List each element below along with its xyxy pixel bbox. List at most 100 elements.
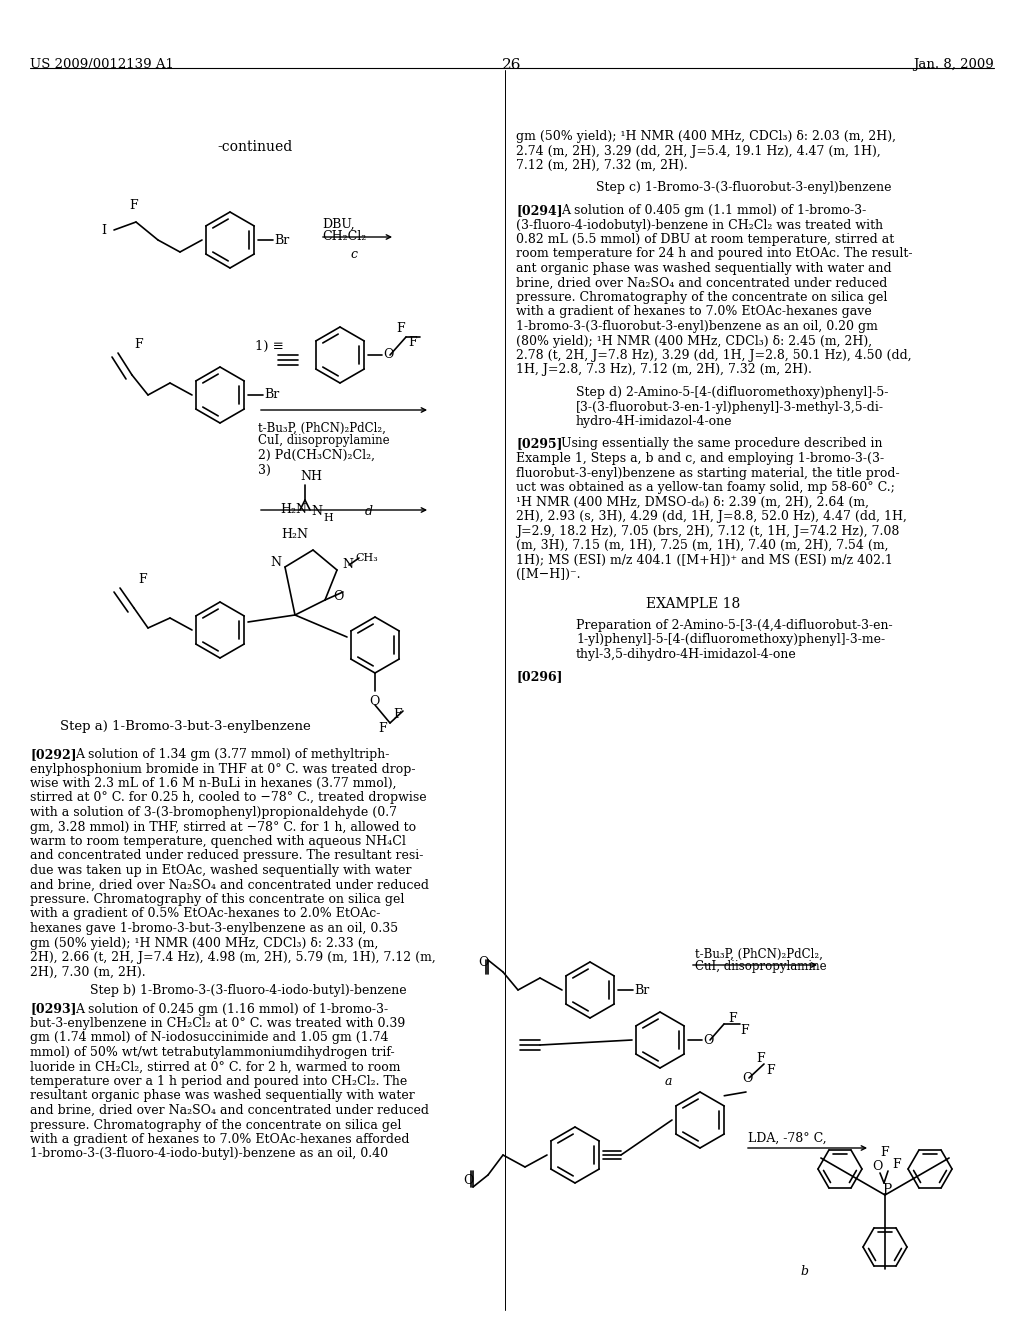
Text: F: F: [396, 322, 404, 335]
Text: with a solution of 3-(3-bromophenyl)propionaldehyde (0.7: with a solution of 3-(3-bromophenyl)prop…: [30, 807, 397, 818]
Text: A solution of 0.405 gm (1.1 mmol) of 1-bromo-3-: A solution of 0.405 gm (1.1 mmol) of 1-b…: [561, 205, 866, 216]
Text: O: O: [333, 590, 343, 603]
Text: but-3-enylbenzene in CH₂Cl₂ at 0° C. was treated with 0.39: but-3-enylbenzene in CH₂Cl₂ at 0° C. was…: [30, 1016, 406, 1030]
Text: NH: NH: [300, 470, 322, 483]
Text: pressure. Chromatography of the concentrate on silica gel: pressure. Chromatography of the concentr…: [30, 1118, 401, 1131]
Text: DBU,: DBU,: [322, 218, 354, 231]
Text: O: O: [463, 1175, 473, 1188]
Text: 1H); MS (ESI) m/z 404.1 ([M+H])⁺ and MS (ESI) m/z 402.1: 1H); MS (ESI) m/z 404.1 ([M+H])⁺ and MS …: [516, 553, 893, 566]
Text: F: F: [740, 1023, 749, 1036]
Text: Step a) 1-Bromo-3-but-3-enylbenzene: Step a) 1-Bromo-3-but-3-enylbenzene: [59, 719, 310, 733]
Text: Br: Br: [274, 234, 289, 247]
Text: room temperature for 24 h and poured into EtOAc. The result-: room temperature for 24 h and poured int…: [516, 248, 912, 260]
Text: Step c) 1-Bromo-3-(3-fluorobut-3-enyl)benzene: Step c) 1-Bromo-3-(3-fluorobut-3-enyl)be…: [596, 181, 892, 194]
Text: luoride in CH₂Cl₂, stirred at 0° C. for 2 h, warmed to room: luoride in CH₂Cl₂, stirred at 0° C. for …: [30, 1060, 400, 1073]
Text: O: O: [703, 1034, 714, 1047]
Text: a: a: [665, 1074, 673, 1088]
Text: F: F: [766, 1064, 774, 1077]
Text: [0293]: [0293]: [30, 1002, 77, 1015]
Text: O: O: [742, 1072, 753, 1085]
Text: O: O: [478, 956, 488, 969]
Text: 1-bromo-3-(3-fluoro-4-iodo-butyl)-benzene as an oil, 0.40: 1-bromo-3-(3-fluoro-4-iodo-butyl)-benzen…: [30, 1147, 388, 1160]
Text: t-Bu₃P, (PhCN)₂PdCl₂,: t-Bu₃P, (PhCN)₂PdCl₂,: [258, 422, 386, 436]
Text: enylphosphonium bromide in THF at 0° C. was treated drop-: enylphosphonium bromide in THF at 0° C. …: [30, 763, 416, 776]
Text: CH₃: CH₃: [355, 553, 378, 564]
Text: d: d: [365, 506, 373, 517]
Text: 26: 26: [502, 58, 522, 73]
Text: F: F: [138, 573, 146, 586]
Text: wise with 2.3 mL of 1.6 M n-BuLi in hexanes (3.77 mmol),: wise with 2.3 mL of 1.6 M n-BuLi in hexa…: [30, 777, 396, 789]
Text: F: F: [393, 709, 401, 722]
Text: b: b: [800, 1265, 808, 1278]
Text: F: F: [378, 722, 387, 734]
Text: ant organic phase was washed sequentially with water and: ant organic phase was washed sequentiall…: [516, 261, 892, 275]
Text: (m, 3H), 7.15 (m, 1H), 7.25 (m, 1H), 7.40 (m, 2H), 7.54 (m,: (m, 3H), 7.15 (m, 1H), 7.25 (m, 1H), 7.4…: [516, 539, 889, 552]
Text: Br: Br: [634, 983, 649, 997]
Text: [0294]: [0294]: [516, 205, 562, 216]
Text: gm, 3.28 mmol) in THF, stirred at −78° C. for 1 h, allowed to: gm, 3.28 mmol) in THF, stirred at −78° C…: [30, 821, 416, 833]
Text: c: c: [350, 248, 357, 261]
Text: CH₂Cl₂: CH₂Cl₂: [322, 230, 367, 243]
Text: gm (50% yield); ¹H NMR (400 MHz, CDCl₃) δ: 2.03 (m, 2H),: gm (50% yield); ¹H NMR (400 MHz, CDCl₃) …: [516, 129, 896, 143]
Text: 1) ≡: 1) ≡: [255, 341, 284, 352]
Text: F: F: [130, 199, 138, 213]
Text: 2.78 (t, 2H, J=7.8 Hz), 3.29 (dd, 1H, J=2.8, 50.1 Hz), 4.50 (dd,: 2.78 (t, 2H, J=7.8 Hz), 3.29 (dd, 1H, J=…: [516, 348, 911, 362]
Text: due was taken up in EtOAc, washed sequentially with water: due was taken up in EtOAc, washed sequen…: [30, 865, 412, 876]
Text: P: P: [882, 1183, 891, 1197]
Text: F: F: [756, 1052, 765, 1064]
Text: CuI, diisopropylamine: CuI, diisopropylamine: [695, 960, 826, 973]
Text: with a gradient of hexanes to 7.0% EtOAc-hexanes afforded: with a gradient of hexanes to 7.0% EtOAc…: [30, 1133, 410, 1146]
Text: F: F: [892, 1159, 901, 1172]
Text: Step d) 2-Amino-5-[4-(difluoromethoxy)phenyl]-5-: Step d) 2-Amino-5-[4-(difluoromethoxy)ph…: [575, 385, 889, 399]
Text: F: F: [728, 1011, 736, 1024]
Text: 2H), 7.30 (m, 2H).: 2H), 7.30 (m, 2H).: [30, 965, 145, 978]
Text: N: N: [342, 558, 353, 572]
Text: mmol) of 50% wt/wt tetrabutylammoniumdihydrogen trif-: mmol) of 50% wt/wt tetrabutylammoniumdih…: [30, 1045, 394, 1059]
Text: I: I: [101, 223, 106, 236]
Text: 2H), 2.66 (t, 2H, J=7.4 Hz), 4.98 (m, 2H), 5.79 (m, 1H), 7.12 (m,: 2H), 2.66 (t, 2H, J=7.4 Hz), 4.98 (m, 2H…: [30, 950, 436, 964]
Text: F: F: [134, 338, 142, 351]
Text: (3-fluoro-4-iodobutyl)-benzene in CH₂Cl₂ was treated with: (3-fluoro-4-iodobutyl)-benzene in CH₂Cl₂…: [516, 219, 883, 231]
Text: A solution of 0.245 gm (1.16 mmol) of 1-bromo-3-: A solution of 0.245 gm (1.16 mmol) of 1-…: [75, 1002, 388, 1015]
Text: gm (1.74 mmol) of N-iodosuccinimide and 1.05 gm (1.74: gm (1.74 mmol) of N-iodosuccinimide and …: [30, 1031, 388, 1044]
Text: O: O: [369, 696, 379, 708]
Text: 2H), 2.93 (s, 3H), 4.29 (dd, 1H, J=8.8, 52.0 Hz), 4.47 (dd, 1H,: 2H), 2.93 (s, 3H), 4.29 (dd, 1H, J=8.8, …: [516, 510, 907, 523]
Text: brine, dried over Na₂SO₄ and concentrated under reduced: brine, dried over Na₂SO₄ and concentrate…: [516, 276, 888, 289]
Text: 2.74 (m, 2H), 3.29 (dd, 2H, J=5.4, 19.1 Hz), 4.47 (m, 1H),: 2.74 (m, 2H), 3.29 (dd, 2H, J=5.4, 19.1 …: [516, 144, 881, 157]
Text: US 2009/0012139 A1: US 2009/0012139 A1: [30, 58, 174, 71]
Text: H₂N: H₂N: [281, 528, 308, 540]
Text: Jan. 8, 2009: Jan. 8, 2009: [913, 58, 994, 71]
Text: ¹H NMR (400 MHz, DMSO-d₆) δ: 2.39 (m, 2H), 2.64 (m,: ¹H NMR (400 MHz, DMSO-d₆) δ: 2.39 (m, 2H…: [516, 495, 869, 508]
Text: temperature over a 1 h period and poured into CH₂Cl₂. The: temperature over a 1 h period and poured…: [30, 1074, 408, 1088]
Text: [0292]: [0292]: [30, 748, 77, 762]
Text: F: F: [408, 337, 417, 350]
Text: gm (50% yield); ¹H NMR (400 MHz, CDCl₃) δ: 2.33 (m,: gm (50% yield); ¹H NMR (400 MHz, CDCl₃) …: [30, 936, 379, 949]
Text: hydro-4H-imidazol-4-one: hydro-4H-imidazol-4-one: [575, 414, 732, 428]
Text: pressure. Chromatography of this concentrate on silica gel: pressure. Chromatography of this concent…: [30, 894, 404, 906]
Text: and brine, dried over Na₂SO₄ and concentrated under reduced: and brine, dried over Na₂SO₄ and concent…: [30, 879, 429, 891]
Text: and brine, dried over Na₂SO₄ and concentrated under reduced: and brine, dried over Na₂SO₄ and concent…: [30, 1104, 429, 1117]
Text: [0295]: [0295]: [516, 437, 562, 450]
Text: Using essentially the same procedure described in: Using essentially the same procedure des…: [561, 437, 883, 450]
Text: CuI, diisopropylamine: CuI, diisopropylamine: [258, 434, 389, 447]
Text: EXAMPLE 18: EXAMPLE 18: [646, 597, 740, 610]
Text: and concentrated under reduced pressure. The resultant resi-: and concentrated under reduced pressure.…: [30, 850, 423, 862]
Text: with a gradient of hexanes to 7.0% EtOAc-hexanes gave: with a gradient of hexanes to 7.0% EtOAc…: [516, 305, 871, 318]
Text: ([M−H])⁻.: ([M−H])⁻.: [516, 568, 581, 581]
Text: N: N: [311, 506, 322, 517]
Text: Example 1, Steps a, b and c, and employing 1-bromo-3-(3-: Example 1, Steps a, b and c, and employi…: [516, 451, 884, 465]
Text: resultant organic phase was washed sequentially with water: resultant organic phase was washed seque…: [30, 1089, 415, 1102]
Text: fluorobut-3-enyl)benzene as starting material, the title prod-: fluorobut-3-enyl)benzene as starting mat…: [516, 466, 900, 479]
Text: 0.82 mL (5.5 mmol) of DBU at room temperature, stirred at: 0.82 mL (5.5 mmol) of DBU at room temper…: [516, 234, 894, 246]
Text: 1H, J=2.8, 7.3 Hz), 7.12 (m, 2H), 7.32 (m, 2H).: 1H, J=2.8, 7.3 Hz), 7.12 (m, 2H), 7.32 (…: [516, 363, 812, 376]
Text: Preparation of 2-Amino-5-[3-(4,4-difluorobut-3-en-: Preparation of 2-Amino-5-[3-(4,4-difluor…: [575, 619, 893, 632]
Text: 2) Pd(CH₃CN)₂Cl₂,: 2) Pd(CH₃CN)₂Cl₂,: [258, 449, 375, 462]
Text: J=2.9, 18.2 Hz), 7.05 (brs, 2H), 7.12 (t, 1H, J=74.2 Hz), 7.08: J=2.9, 18.2 Hz), 7.05 (brs, 2H), 7.12 (t…: [516, 524, 899, 537]
Text: 1-yl)phenyl]-5-[4-(difluoromethoxy)phenyl]-3-me-: 1-yl)phenyl]-5-[4-(difluoromethoxy)pheny…: [575, 634, 885, 647]
Text: N: N: [270, 556, 281, 569]
Text: hexanes gave 1-bromo-3-but-3-enylbenzene as an oil, 0.35: hexanes gave 1-bromo-3-but-3-enylbenzene…: [30, 921, 398, 935]
Text: t-Bu₃P, (PhCN)₂PdCl₂,: t-Bu₃P, (PhCN)₂PdCl₂,: [695, 948, 823, 961]
Text: LDA, -78° C,: LDA, -78° C,: [748, 1133, 826, 1144]
Text: H: H: [323, 513, 333, 523]
Text: 3): 3): [258, 465, 271, 477]
